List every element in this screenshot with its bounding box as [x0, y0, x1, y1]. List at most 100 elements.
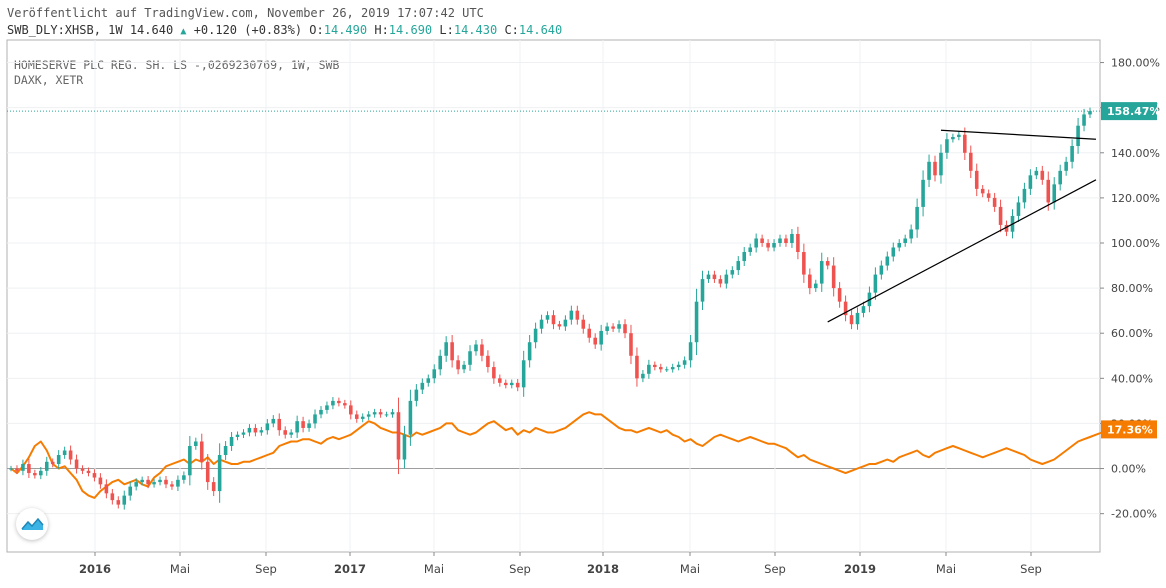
candle [963, 127, 967, 160]
candle [211, 477, 216, 497]
x-tick-label: Sep [509, 562, 531, 576]
candle [325, 401, 329, 414]
candle [688, 335, 693, 368]
candle [271, 415, 276, 428]
candle [1046, 171, 1051, 211]
candle [587, 323, 592, 343]
candle [235, 431, 240, 441]
candle [784, 234, 788, 247]
candle [986, 189, 991, 202]
candle [468, 345, 472, 371]
candle [39, 466, 43, 480]
x-tick-label: 2019 [844, 562, 876, 576]
candle [545, 311, 550, 324]
x-tick-label: Sep [1020, 562, 1042, 576]
candle [289, 429, 293, 438]
candle [414, 384, 419, 407]
legend-compare-series[interactable]: DAXK, XETR [14, 73, 84, 87]
price-badge [1101, 102, 1157, 121]
candle [700, 270, 705, 310]
candle [623, 319, 627, 339]
candle [128, 481, 133, 501]
candle [349, 400, 353, 420]
candle [504, 379, 508, 389]
candle [1022, 182, 1027, 209]
candle [98, 473, 103, 489]
candle [116, 496, 121, 509]
candle [366, 411, 371, 420]
candle [110, 488, 115, 505]
x-tick-label: Mai [936, 562, 956, 576]
candle [998, 199, 1003, 233]
candle [146, 475, 150, 489]
y-tick-label: 80.00% [1111, 282, 1153, 295]
candle [372, 408, 377, 418]
y-tick-label: 40.00% [1111, 372, 1153, 385]
y-tick-label: 60.00% [1111, 327, 1153, 340]
candle [164, 475, 168, 489]
candle [611, 323, 615, 332]
price-badges: 158.47% 17.36% [1101, 102, 1160, 439]
candle [9, 465, 13, 472]
compare-line [10, 411, 1114, 499]
x-tick-label: Sep [255, 562, 277, 576]
candle [450, 335, 454, 368]
candle [402, 425, 407, 469]
candle [360, 413, 365, 423]
candle [444, 336, 448, 362]
x-tick-label: Mai [170, 562, 190, 576]
candle [319, 406, 323, 419]
price-badge-label: 158.47% [1107, 105, 1160, 118]
x-tick-label: Mai [680, 562, 700, 576]
candle [831, 257, 836, 297]
trendline[interactable] [940, 129, 1096, 140]
candle [223, 441, 228, 460]
candle [927, 154, 931, 188]
candle [199, 433, 204, 470]
candle [891, 242, 896, 262]
candle [456, 355, 460, 375]
x-tick-label: 2017 [334, 562, 366, 576]
candle [15, 465, 19, 475]
candle [241, 429, 246, 438]
up-triangle-icon: ▲ [180, 26, 187, 37]
candle [712, 270, 717, 283]
candle [68, 445, 73, 465]
open-label: O: [309, 23, 324, 37]
candle [653, 361, 657, 371]
candle [295, 415, 299, 438]
low-value: 14.430 [453, 23, 498, 37]
candle [974, 163, 979, 197]
candle [170, 481, 174, 490]
candle [152, 478, 156, 488]
candle [313, 409, 317, 429]
candle [307, 419, 311, 432]
candle [92, 469, 97, 482]
y-tick-label: 140.00% [1111, 147, 1160, 160]
candle [766, 239, 770, 252]
candle [772, 239, 776, 252]
candle [480, 338, 484, 362]
candle [992, 192, 997, 212]
x-tick-label: 2018 [587, 562, 619, 576]
ohlc-header: SWB_DLY:XHSB, 1W 14.640 ▲ +0.120 (+0.83%… [7, 23, 562, 39]
candle [474, 340, 478, 356]
candle [843, 295, 848, 322]
tradingview-logo-icon[interactable] [16, 508, 48, 540]
candle [492, 361, 496, 384]
candle [56, 450, 61, 469]
candle [122, 490, 127, 510]
candle [462, 360, 466, 374]
candle-series [9, 107, 1092, 510]
candle [533, 322, 538, 349]
trendlines[interactable] [827, 129, 1097, 323]
candle [432, 364, 437, 384]
change-value: +0.120 (+0.83%) [193, 23, 303, 37]
candle [521, 350, 526, 397]
candle [760, 234, 764, 247]
y-tick-label: -20.00% [1111, 508, 1157, 521]
candle [694, 288, 699, 356]
trendline[interactable] [827, 179, 1097, 323]
candle [664, 366, 669, 373]
